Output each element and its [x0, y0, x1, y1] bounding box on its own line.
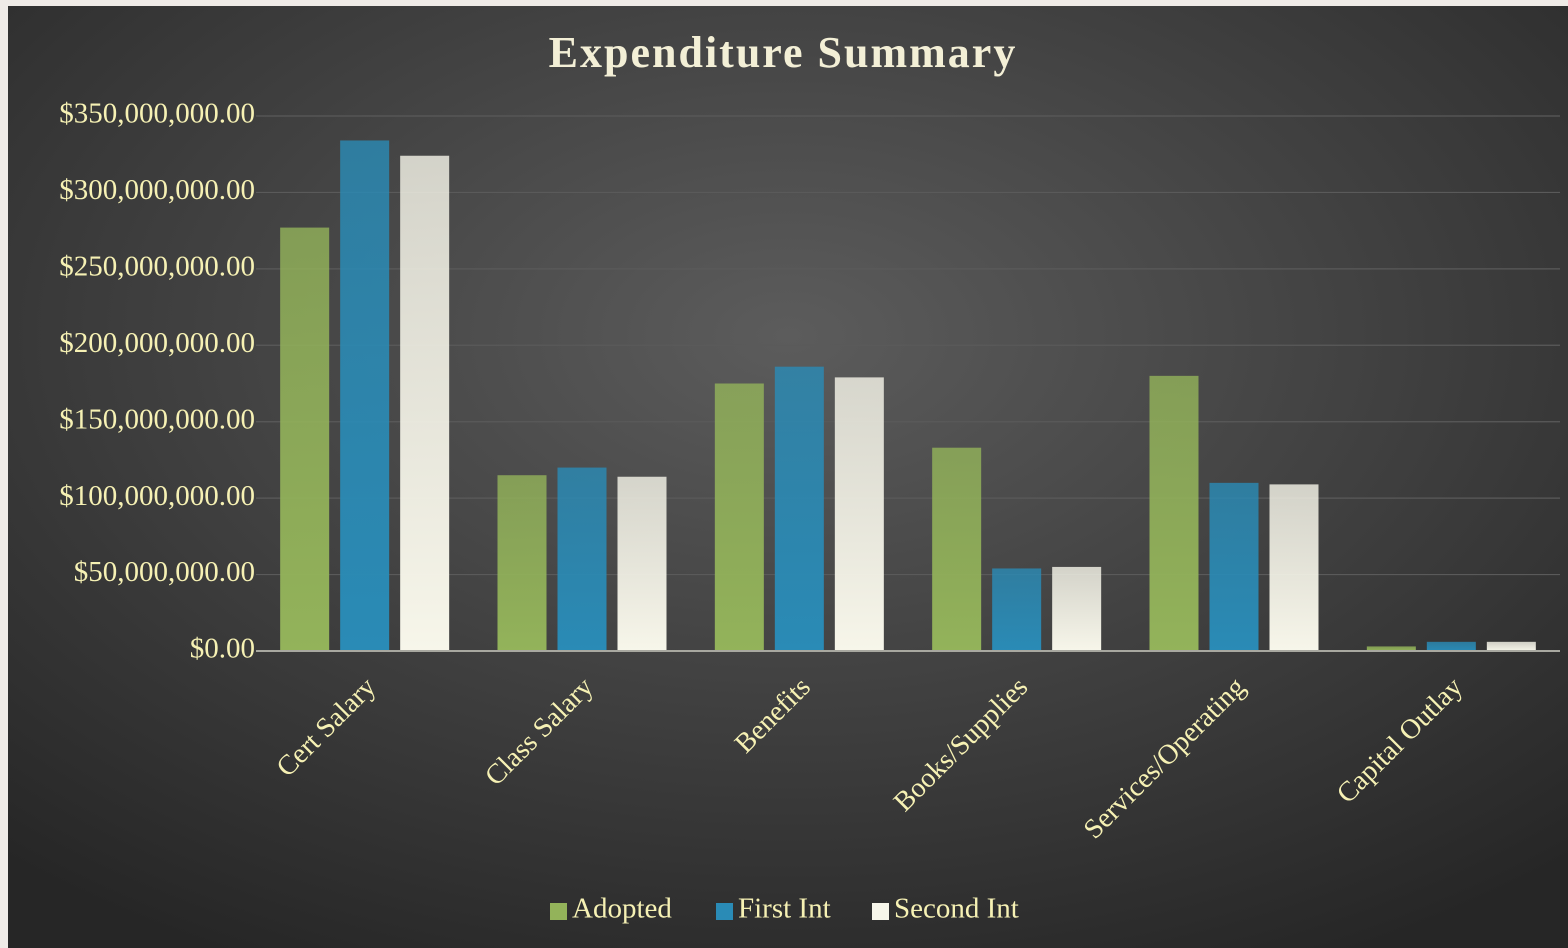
y-tick-label: $50,000,000.00 — [74, 556, 255, 588]
y-tick-label: $150,000,000.00 — [59, 403, 255, 435]
y-tick-label: $100,000,000.00 — [59, 480, 255, 512]
bar — [340, 140, 390, 651]
legend-swatch — [550, 903, 567, 920]
bar — [497, 475, 547, 651]
y-tick-label: $300,000,000.00 — [59, 174, 255, 206]
y-tick-label: $350,000,000.00 — [59, 98, 255, 130]
bar — [1269, 484, 1319, 651]
bar — [992, 568, 1042, 651]
bar — [1209, 482, 1259, 651]
bar — [1366, 646, 1416, 651]
bar — [280, 227, 330, 652]
legend-label: Second Int — [894, 893, 1019, 925]
y-tick-label: $0.00 — [190, 633, 255, 665]
chart-title: Expenditure Summary — [549, 28, 1018, 77]
bar — [932, 447, 982, 651]
bar — [834, 377, 884, 651]
bar — [1149, 375, 1199, 651]
legend-swatch — [872, 903, 889, 920]
bar — [617, 476, 667, 651]
legend-label: First Int — [738, 893, 831, 925]
bar — [557, 467, 607, 651]
bar — [400, 155, 450, 651]
legend-label: Adopted — [572, 893, 672, 925]
y-tick-label: $250,000,000.00 — [59, 251, 255, 283]
bar — [714, 383, 764, 651]
bar — [1426, 641, 1476, 651]
bar — [774, 366, 824, 651]
bar — [1052, 566, 1102, 651]
legend-swatch — [716, 903, 733, 920]
y-tick-label: $200,000,000.00 — [59, 327, 255, 359]
bar — [1486, 641, 1536, 651]
